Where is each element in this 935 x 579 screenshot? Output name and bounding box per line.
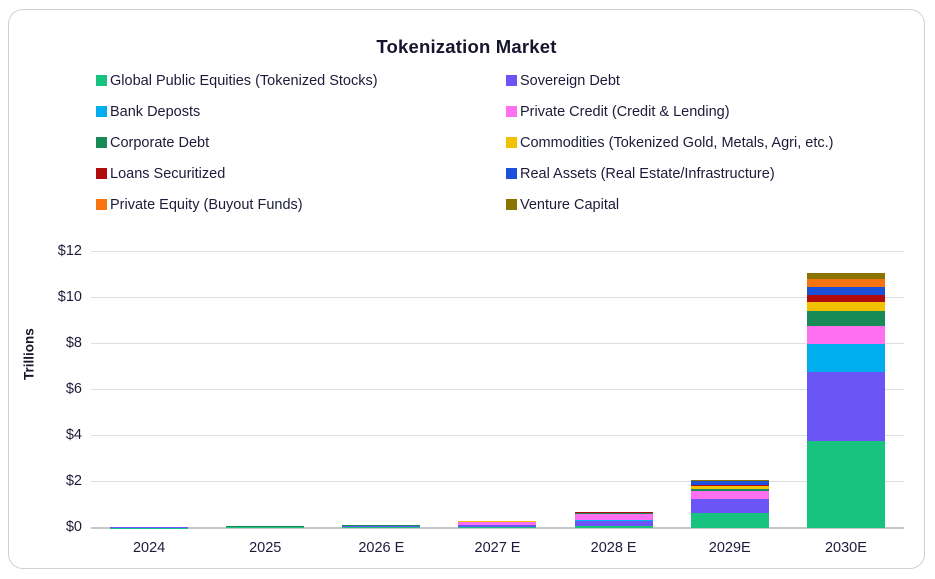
- bar-segment: [690, 499, 769, 514]
- chart-title: Tokenization Market: [376, 36, 557, 57]
- x-tick-label: 2026 E: [358, 540, 405, 556]
- bar-segment: [806, 278, 885, 287]
- legend: Global Public Equities (Tokenized Stocks…: [96, 65, 833, 220]
- bar-segment: [574, 525, 653, 528]
- y-tick-label: $8: [65, 335, 82, 351]
- legend-item: Commodities (Tokenized Gold, Metals, Agr…: [506, 135, 833, 151]
- bar-slot-2029e: [672, 251, 788, 528]
- legend-swatch: [96, 199, 107, 210]
- legend-swatch: [96, 168, 107, 179]
- bar-segment: [806, 294, 885, 302]
- legend-label: Commodities (Tokenized Gold, Metals, Agr…: [520, 134, 834, 151]
- bar-segment: [806, 272, 885, 279]
- x-tick-label: 2025: [249, 540, 282, 556]
- x-tick-label: 2024: [132, 540, 166, 556]
- bar-segment: [806, 310, 885, 326]
- bar-segment: [690, 479, 769, 481]
- legend-label: Corporate Debt: [110, 134, 210, 151]
- bar-slot-2026e: [323, 251, 439, 528]
- legend-label: Private Equity (Buyout Funds): [110, 196, 303, 213]
- y-tick-label: $0: [65, 519, 82, 535]
- bar-segment: [574, 521, 653, 526]
- bar-slot-2028e: [556, 251, 672, 528]
- legend-swatch: [506, 75, 517, 86]
- legend-label: Loans Securitized: [110, 165, 226, 182]
- bar-segment: [806, 344, 885, 372]
- bar-segment: [458, 525, 537, 527]
- y-tick-label: $12: [57, 243, 82, 259]
- bar-slot-2025: [207, 251, 323, 528]
- y-tick-label: $6: [65, 381, 82, 397]
- legend-swatch: [96, 106, 107, 117]
- x-tick-label: 2028 E: [590, 540, 637, 556]
- legend-label: Private Credit (Credit & Lending): [520, 103, 730, 120]
- bar-slot-2024: [91, 251, 207, 528]
- gridline: [91, 389, 904, 390]
- bar-segment: [690, 481, 769, 486]
- bar-slot-2030e: [788, 251, 904, 528]
- x-tick-label: 2030E: [824, 540, 867, 556]
- legend-swatch: [506, 168, 517, 179]
- legend-swatch: [506, 106, 517, 117]
- legend-item: Bank Deposts: [96, 104, 506, 120]
- legend-item: Private Equity (Buyout Funds): [96, 197, 506, 213]
- legend-item: Sovereign Debt: [506, 73, 833, 89]
- stacked-bar-2028e: [574, 511, 653, 528]
- bars-container: [91, 251, 904, 528]
- bar-segment: [690, 513, 769, 528]
- legend-label: Venture Capital: [520, 196, 620, 213]
- chart-card: Tokenization Market Global Public Equiti…: [8, 9, 925, 569]
- bar-segment: [342, 527, 421, 528]
- y-tick-label: $10: [57, 289, 82, 305]
- plot-area: $0 $2 $4 $6 $8 $10 $12: [58, 243, 904, 535]
- stacked-bar-2024: [110, 526, 189, 528]
- gridline: [91, 343, 904, 344]
- stacked-bar-2029e: [690, 479, 769, 528]
- legend-label: Global Public Equities (Tokenized Stocks…: [110, 72, 378, 89]
- y-tick-label: $2: [65, 473, 82, 489]
- x-tick-label: 2027 E: [474, 540, 521, 556]
- legend-label: Real Assets (Real Estate/Infrastructure): [520, 165, 775, 182]
- bar-segment: [806, 286, 885, 295]
- legend-item: Real Assets (Real Estate/Infrastructure): [506, 166, 833, 182]
- legend-swatch: [506, 199, 517, 210]
- legend-item: Private Credit (Credit & Lending): [506, 104, 833, 120]
- x-axis-labels: 2024 2025 2026 E 2027 E 2028 E 2029E 2030E: [91, 540, 904, 556]
- legend-swatch: [96, 137, 107, 148]
- bar-segment: [806, 371, 885, 441]
- bar-segment: [806, 301, 885, 311]
- bar-segment: [226, 527, 305, 528]
- stacked-bar-2027e: [458, 520, 537, 528]
- bar-segment: [574, 519, 653, 522]
- bar-segment: [690, 485, 769, 489]
- bar-segment: [690, 491, 769, 499]
- legend-item: Loans Securitized: [96, 166, 506, 182]
- legend-label: Bank Deposts: [110, 103, 201, 120]
- bar-segment: [574, 512, 653, 514]
- gridline: [91, 435, 904, 436]
- legend-label: Sovereign Debt: [520, 72, 620, 89]
- legend-item: Venture Capital: [506, 197, 833, 213]
- legend-swatch: [506, 137, 517, 148]
- bar-segment: [458, 521, 537, 525]
- bar-segment: [342, 526, 421, 528]
- bar-slot-2027e: [439, 251, 555, 528]
- legend-item: Global Public Equities (Tokenized Stocks…: [96, 73, 506, 89]
- legend-item: Corporate Debt: [96, 135, 506, 151]
- bar-segment: [690, 480, 769, 482]
- bar-segment: [458, 526, 537, 528]
- bar-segment: [806, 325, 885, 345]
- bar-segment: [690, 488, 769, 492]
- bar-segment: [806, 440, 885, 528]
- gridline: [91, 251, 904, 252]
- stacked-bar-2026e: [342, 524, 421, 528]
- stacked-bar-2030e: [806, 272, 885, 528]
- y-tick-label: $4: [65, 427, 82, 443]
- bar-segment: [574, 513, 653, 520]
- legend-swatch: [96, 75, 107, 86]
- gridline: [91, 297, 904, 298]
- gridline: [91, 481, 904, 482]
- x-tick-label: 2029E: [708, 540, 751, 556]
- stacked-bar-2025: [226, 526, 305, 528]
